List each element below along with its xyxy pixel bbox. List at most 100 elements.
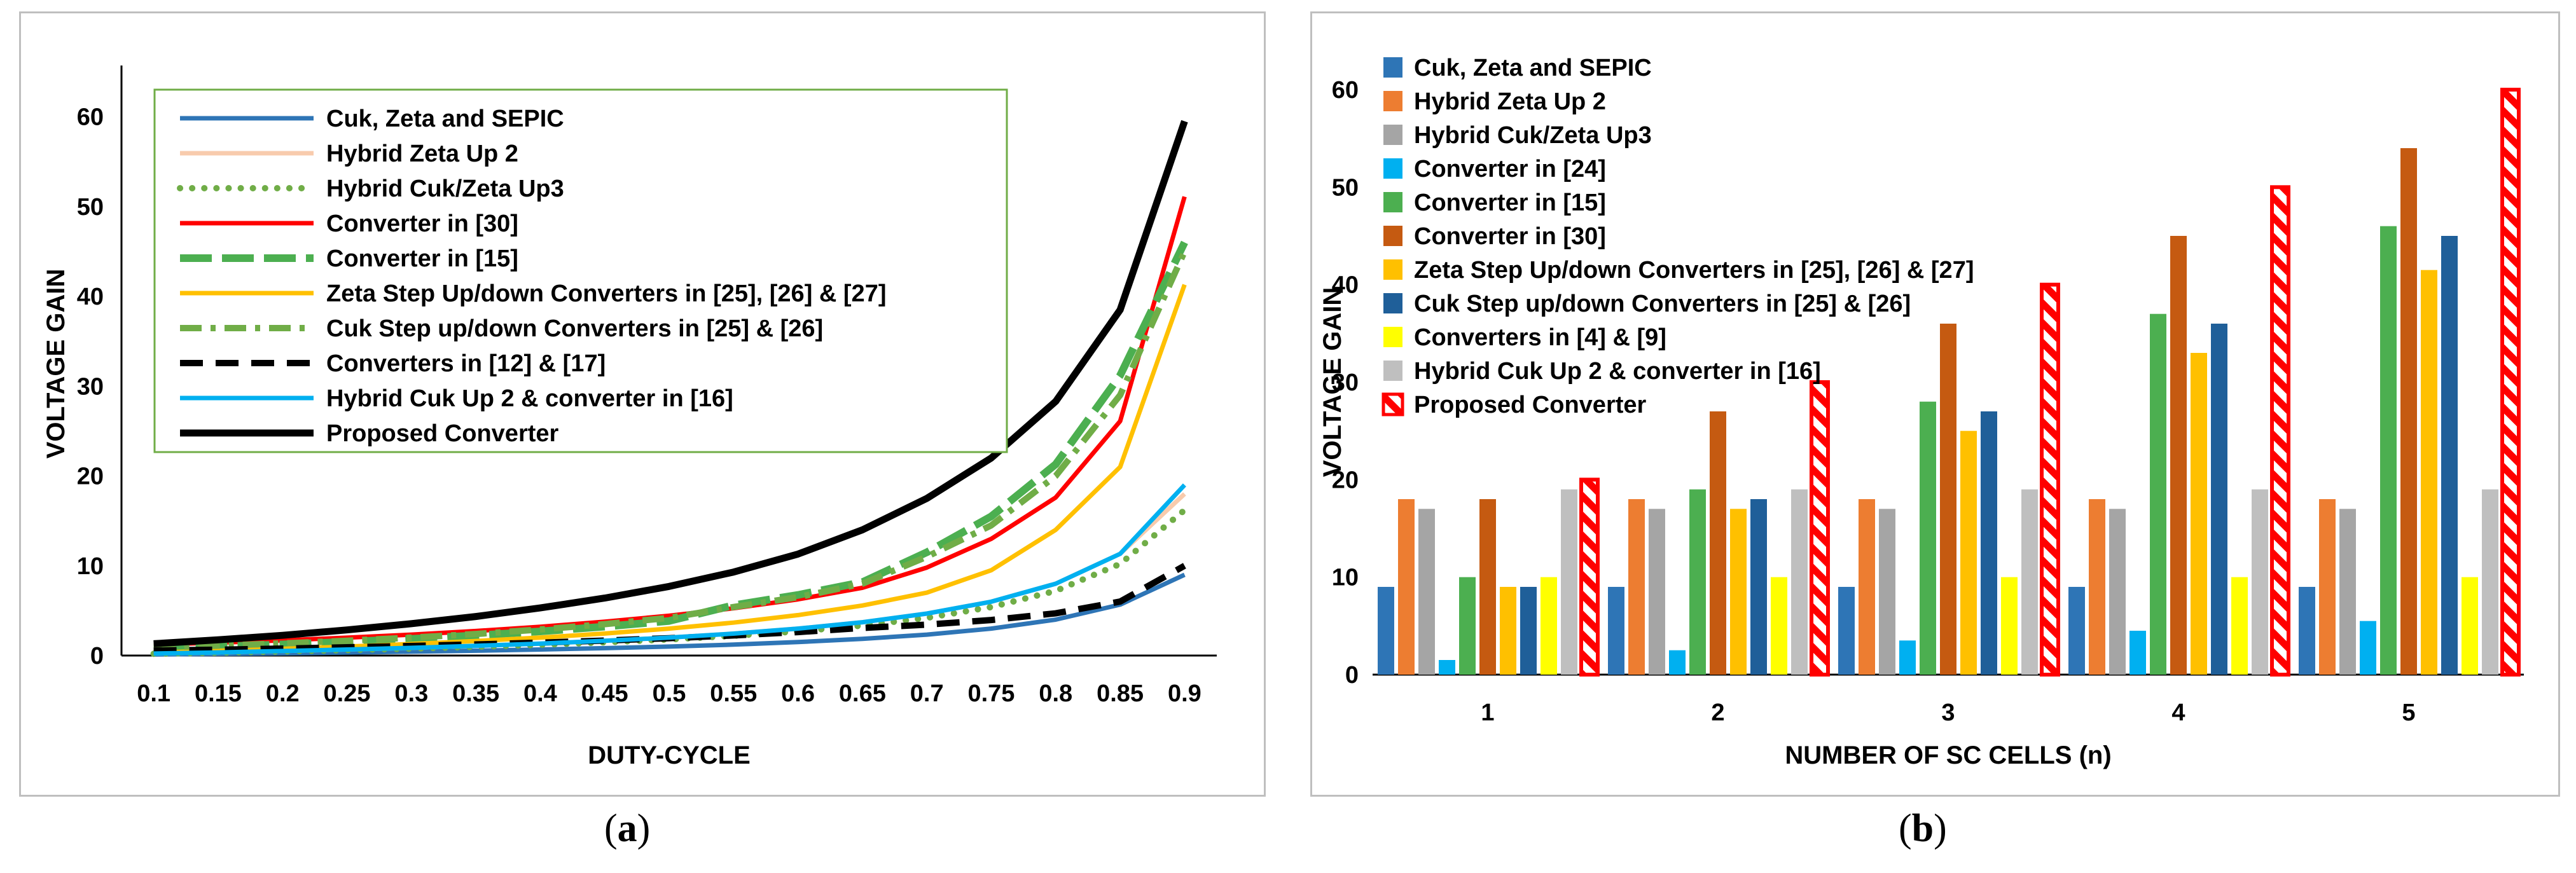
bar xyxy=(2231,577,2248,675)
line-chart-svg: 0 10 20 30 40 50 60 0.1 0.15 0.2 0.25 0.3 0.35 0.4 0.4… xyxy=(42,65,1217,769)
bar xyxy=(2270,185,2290,677)
bar xyxy=(1628,499,1645,675)
bar xyxy=(2441,236,2458,675)
x-tick-label: 1 xyxy=(1481,699,1494,726)
bar xyxy=(1859,499,1875,675)
bar xyxy=(1710,411,1726,675)
bar xyxy=(2089,499,2105,675)
series-line xyxy=(153,284,1187,655)
x-tick-label: 0.7 xyxy=(910,680,944,707)
bar xyxy=(2400,148,2417,675)
legend-swatch xyxy=(1383,361,1402,381)
bar xyxy=(1940,324,1956,675)
legend-swatch xyxy=(1383,259,1402,280)
y-tick-label: 10 xyxy=(1332,565,1359,591)
bar xyxy=(1418,509,1435,675)
legend-label: Hybrid Cuk Up 2 & converter in [16] xyxy=(326,385,733,412)
legend-label: Converter in [30] xyxy=(326,210,518,237)
y-tick-label: 50 xyxy=(77,194,104,221)
legend-label: Proposed Converter xyxy=(326,420,559,447)
series-line xyxy=(153,483,1186,656)
legend-swatch xyxy=(1383,158,1402,179)
legend-label: Cuk, Zeta and SEPIC xyxy=(326,106,564,132)
x-tick-label: 2 xyxy=(1711,699,1724,726)
x-tick-label: 0.25 xyxy=(324,680,371,707)
bar xyxy=(1689,489,1706,675)
bar xyxy=(1960,430,1977,675)
x-tick-label: 0.85 xyxy=(1097,680,1144,707)
legend-swatch xyxy=(1383,327,1402,347)
bar xyxy=(2482,489,2498,675)
y-tick-label: 0 xyxy=(90,643,104,670)
bar xyxy=(1459,577,1476,675)
legend-label: Hybrid Cuk/Zeta Up3 xyxy=(1414,122,1652,149)
bar xyxy=(1520,587,1537,675)
legend-label: Converter in [15] xyxy=(326,245,518,272)
x-tick-label: 0.75 xyxy=(967,680,1014,707)
legend-label: Converter in [30] xyxy=(1414,223,1606,250)
y-tick-label: 20 xyxy=(77,464,104,490)
bar xyxy=(1579,478,1600,677)
legend-label: Cuk Step up/down Converters in [25] & [2… xyxy=(326,315,823,342)
x-tick-label: 0.1 xyxy=(137,680,170,707)
bar xyxy=(2299,587,2315,675)
bar xyxy=(1479,499,1496,675)
bar xyxy=(1439,660,1455,675)
legend-label: Hybrid Cuk/Zeta Up3 xyxy=(326,175,564,202)
bar xyxy=(1791,489,1808,675)
legend-swatch xyxy=(1381,392,1404,416)
legend-label: Cuk, Zeta and SEPIC xyxy=(1414,55,1652,81)
y-tick-label: 40 xyxy=(1332,272,1359,299)
legend-label: Converters in [4] & [9] xyxy=(1414,324,1666,351)
legend-label: Converters in [12] & [17] xyxy=(326,350,606,377)
bar xyxy=(2380,226,2397,675)
subfigure-label-a: (a) xyxy=(604,807,651,850)
x-axis-title: NUMBER OF SC CELLS (n) xyxy=(1785,741,2111,769)
y-axis-title: VOLTAGE GAIN xyxy=(1319,287,1347,478)
y-tick-label: 10 xyxy=(77,553,104,580)
x-tick-label: 0.5 xyxy=(653,680,686,707)
legend-label: Converter in [24] xyxy=(1414,156,1606,182)
bar xyxy=(2421,270,2437,675)
y-tick-label: 30 xyxy=(77,373,104,400)
bar xyxy=(1981,411,1997,675)
x-tick-label: 5 xyxy=(2402,699,2415,726)
series-line xyxy=(153,250,1188,651)
x-tick-label: 0.3 xyxy=(394,680,428,707)
bar xyxy=(1879,509,1895,675)
y-tick-label: 20 xyxy=(1332,467,1359,493)
legend-box xyxy=(153,88,1008,453)
x-tick-label: 0.4 xyxy=(523,680,557,707)
bar xyxy=(1608,587,1624,675)
x-tick-label: 0.6 xyxy=(781,680,815,707)
x-tick-label: 3 xyxy=(1941,699,1955,726)
y-tick-label: 40 xyxy=(77,284,104,310)
bar xyxy=(2150,313,2166,675)
bar xyxy=(1899,640,1916,675)
legend-swatch xyxy=(1383,125,1402,145)
legend-swatch xyxy=(1383,192,1402,212)
bar xyxy=(2211,324,2227,675)
subfigure-label-b: (b) xyxy=(1899,807,1947,850)
bar-chart-svg: 0 10 20 30 40 50 60 1 2 3 4 5 NUMBER OF SC CELLS (n)… xyxy=(1319,55,2524,769)
y-tick-label: 60 xyxy=(77,104,104,131)
bar xyxy=(2109,509,2126,675)
legend-label: Hybrid Cuk Up 2 & converter in [16] xyxy=(1414,358,1821,385)
bar xyxy=(2021,489,2038,675)
legend-label: Hybrid Zeta Up 2 xyxy=(326,141,518,167)
x-tick-label: 0.35 xyxy=(452,680,499,707)
series-line xyxy=(153,196,1187,647)
legend-swatch xyxy=(1383,226,1402,246)
bar xyxy=(1378,587,1394,675)
legend-label: Zeta Step Up/down Converters in [25], [2… xyxy=(326,280,886,307)
bar xyxy=(2339,509,2356,675)
subfigure-letter: a xyxy=(617,807,637,850)
legend-label: Hybrid Zeta Up 2 xyxy=(1414,88,1606,115)
bar xyxy=(1398,499,1415,675)
x-tick-label: 0.55 xyxy=(710,680,757,707)
legend-label: Converter in [15] xyxy=(1414,189,1606,216)
legend-label: Proposed Converter xyxy=(1414,392,1647,418)
y-tick-label: 50 xyxy=(1332,174,1359,201)
bar xyxy=(1838,587,1855,675)
subfigure-letter: b xyxy=(1911,807,1934,850)
